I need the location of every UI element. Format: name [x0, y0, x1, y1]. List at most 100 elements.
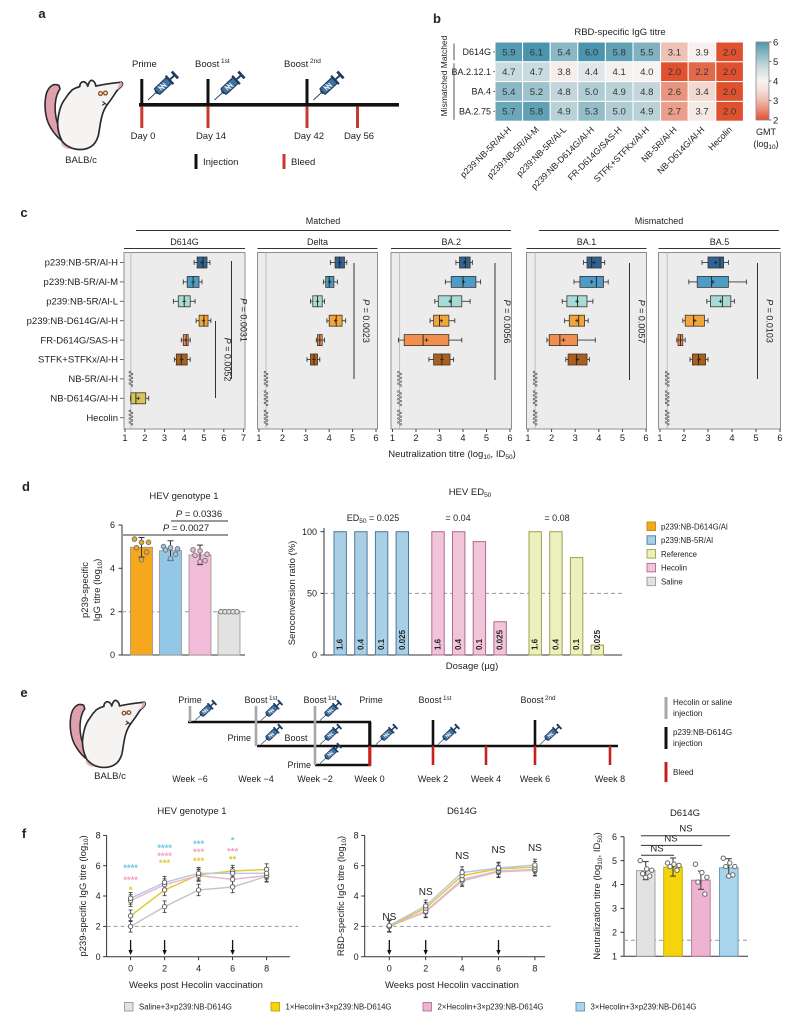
- svg-text:***: ***: [159, 858, 170, 869]
- svg-text:4.9: 4.9: [613, 87, 626, 98]
- svg-text:p239:NB-5R/Al-H: p239:NB-5R/Al-H: [45, 258, 119, 269]
- svg-text:Day 14: Day 14: [196, 131, 226, 142]
- svg-text:5.0: 5.0: [585, 87, 598, 98]
- svg-text:Hecolin: Hecolin: [86, 413, 118, 424]
- svg-text:Delta: Delta: [307, 237, 328, 247]
- svg-text:BA.5: BA.5: [710, 237, 730, 247]
- svg-text:NS: NS: [455, 851, 469, 862]
- svg-text:50: 50: [307, 589, 317, 599]
- svg-text:0: 0: [128, 964, 133, 974]
- svg-text:3: 3: [773, 96, 778, 107]
- svg-text:e: e: [20, 685, 27, 700]
- svg-text:4: 4: [729, 433, 734, 443]
- svg-text:2.7: 2.7: [668, 107, 681, 118]
- svg-text:4: 4: [460, 964, 465, 974]
- svg-text:0: 0: [387, 964, 392, 974]
- svg-text:Day 0: Day 0: [131, 131, 156, 142]
- svg-text:1.6: 1.6: [434, 638, 443, 650]
- svg-text:6: 6: [373, 433, 378, 443]
- svg-text:3.8: 3.8: [557, 67, 570, 78]
- svg-text:1st: 1st: [328, 695, 337, 702]
- svg-text:p239:NB-5R/Al-M: p239:NB-5R/Al-M: [44, 277, 119, 288]
- svg-text:b: b: [433, 11, 441, 26]
- svg-text:NS: NS: [419, 887, 433, 898]
- svg-text:1.6: 1.6: [531, 638, 540, 650]
- svg-text:5.9: 5.9: [502, 47, 515, 58]
- svg-text:Injection: Injection: [203, 157, 238, 168]
- svg-text:****: ****: [157, 851, 172, 862]
- svg-text:****: ****: [157, 843, 172, 854]
- svg-text:6: 6: [643, 433, 648, 443]
- svg-text:2nd: 2nd: [545, 695, 556, 702]
- svg-text:4: 4: [196, 964, 201, 974]
- svg-text:6: 6: [230, 964, 235, 974]
- svg-text:p239-specific IgG titre (log10: p239-specific IgG titre (log10): [78, 835, 90, 956]
- svg-text:p239:NB-D614G/Al: p239:NB-D614G/Al: [661, 522, 728, 531]
- svg-text:Saline: Saline: [661, 578, 683, 587]
- svg-text:Hecolin or saline: Hecolin or saline: [673, 698, 733, 707]
- svg-text:3.1: 3.1: [668, 47, 681, 58]
- svg-text:3: 3: [303, 433, 308, 443]
- svg-text:f: f: [22, 826, 27, 841]
- svg-text:1st: 1st: [221, 58, 230, 65]
- svg-text:NS: NS: [679, 824, 692, 835]
- svg-text:0.4: 0.4: [551, 638, 560, 650]
- svg-text:P = 0.0056: P = 0.0056: [502, 300, 512, 344]
- svg-text:8: 8: [532, 964, 537, 974]
- svg-text:8: 8: [354, 831, 359, 841]
- svg-text:4: 4: [182, 433, 187, 443]
- svg-text:0.1: 0.1: [475, 638, 484, 650]
- svg-text:6: 6: [507, 433, 512, 443]
- svg-text:Bleed: Bleed: [673, 768, 693, 777]
- svg-text:***: ***: [193, 847, 204, 858]
- svg-text:****: ****: [123, 875, 138, 886]
- svg-text:Prime: Prime: [178, 695, 202, 705]
- svg-text:= 0.08: = 0.08: [544, 513, 569, 523]
- svg-text:NS: NS: [382, 912, 396, 923]
- svg-text:Seroconversion ratio (%): Seroconversion ratio (%): [287, 541, 298, 646]
- svg-text:GMT: GMT: [756, 127, 776, 137]
- svg-text:= 0.04: = 0.04: [445, 513, 470, 523]
- svg-text:3: 3: [612, 904, 617, 914]
- svg-text:0: 0: [354, 952, 359, 962]
- svg-text:*: *: [231, 836, 235, 847]
- svg-text:6: 6: [96, 861, 101, 871]
- svg-text:Prime: Prime: [359, 695, 383, 705]
- svg-text:1: 1: [256, 433, 261, 443]
- svg-text:Week 2: Week 2: [418, 774, 448, 784]
- svg-text:1: 1: [657, 433, 662, 443]
- svg-text:P = 0.0027: P = 0.0027: [163, 523, 209, 534]
- svg-text:5.4: 5.4: [502, 87, 516, 98]
- svg-text:3: 3: [437, 433, 442, 443]
- svg-text:2.6: 2.6: [668, 87, 681, 98]
- svg-text:***: ***: [227, 847, 238, 858]
- svg-text:4.4: 4.4: [585, 67, 599, 78]
- svg-text:FR-D614G/SAS-H: FR-D614G/SAS-H: [40, 335, 118, 346]
- svg-text:D614G: D614G: [670, 808, 700, 819]
- svg-text:Weeks post Hecolin vaccination: Weeks post Hecolin vaccination: [385, 980, 519, 991]
- svg-text:1: 1: [525, 433, 530, 443]
- svg-text:HEV genotype 1: HEV genotype 1: [149, 491, 218, 502]
- svg-text:2.0: 2.0: [723, 67, 736, 78]
- svg-text:0.025: 0.025: [398, 629, 407, 650]
- svg-text:RBD-specific IgG titre (log10): RBD-specific IgG titre (log10): [336, 836, 348, 956]
- svg-text:8: 8: [96, 831, 101, 841]
- svg-text:NB-5R/Al-H: NB-5R/Al-H: [68, 374, 118, 385]
- svg-text:***: ***: [193, 856, 204, 867]
- svg-text:0: 0: [110, 650, 115, 660]
- svg-text:****: ****: [123, 863, 138, 874]
- svg-text:Week 6: Week 6: [520, 774, 550, 784]
- svg-text:BALB/c: BALB/c: [65, 155, 97, 166]
- svg-text:2: 2: [280, 433, 285, 443]
- svg-text:Reference: Reference: [661, 550, 697, 559]
- svg-text:Bleed: Bleed: [291, 157, 315, 168]
- svg-text:Mismatched: Mismatched: [439, 70, 449, 116]
- svg-text:2nd: 2nd: [310, 58, 321, 65]
- svg-text:6.0: 6.0: [585, 47, 598, 58]
- svg-text:Prime: Prime: [287, 760, 311, 770]
- svg-text:c: c: [20, 205, 27, 220]
- svg-text:4.1: 4.1: [613, 67, 626, 78]
- svg-text:BALB/c: BALB/c: [94, 771, 126, 782]
- svg-text:2.0: 2.0: [723, 87, 736, 98]
- svg-text:3×Hecolin+3×p239:NB-D614G: 3×Hecolin+3×p239:NB-D614G: [591, 1003, 697, 1012]
